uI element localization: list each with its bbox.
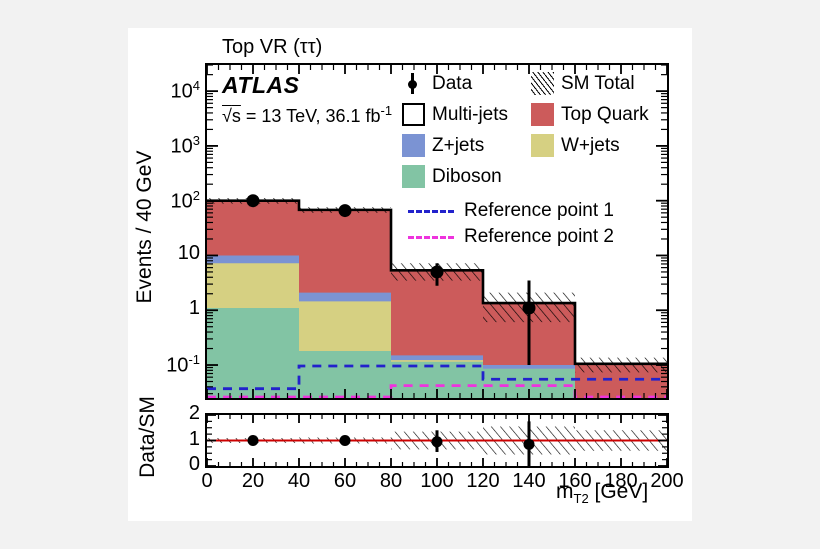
x-tick-label: 0	[201, 470, 213, 492]
y-tick-label: 1	[188, 297, 200, 320]
x-axis-title-main: m	[556, 480, 574, 503]
legend-row: Z+jets W+jets	[402, 130, 660, 161]
lumi-text: = 13 TeV, 36.1 fb	[245, 106, 381, 126]
x-tick-label: 160	[558, 470, 592, 492]
main-plot-frame	[205, 63, 669, 400]
stack-layer-diboson	[207, 307, 667, 398]
x-tick-label: 140	[512, 470, 546, 492]
data-point-marker-icon	[402, 72, 425, 95]
data-point	[430, 265, 444, 279]
ratio-y-tick-label: 2	[188, 402, 200, 424]
ratio-y-tick-label: 1	[188, 427, 200, 450]
main-axis-ticks	[206, 64, 668, 398]
ref-1-line	[207, 364, 667, 391]
y-tick-label: 103	[170, 132, 200, 158]
legend-row: Data SM Total	[402, 68, 660, 99]
legend-row: Multi-jets Top Quark	[402, 99, 660, 130]
y-tick-label: 10-1	[166, 352, 200, 377]
legend-row: Diboson	[402, 161, 660, 192]
legend-label-data: Data	[432, 72, 473, 94]
ratio-y-axis-title-text: Data/SM	[136, 396, 159, 478]
y-tick-label: 10	[177, 242, 200, 265]
filled-swatch-icon	[531, 134, 554, 157]
lumi-sqrt-s: s	[231, 106, 241, 126]
legend-label-reference-2: Reference point 2	[464, 226, 614, 247]
legend-item-reference-2: Reference point 2	[402, 224, 660, 250]
legend-item-zjets: Z+jets	[402, 134, 531, 157]
ratio-axis-ticks	[206, 414, 668, 467]
x-axis-title: mT2 [GeV]	[556, 480, 648, 506]
legend-label-wjets: W+jets	[561, 134, 620, 156]
x-tick-label: 40	[287, 470, 311, 492]
hatched-swatch-icon	[531, 72, 554, 95]
lumi-exponent: -1	[380, 103, 393, 118]
legend-item-diboson: Diboson	[402, 165, 531, 188]
atlas-label: ATLAS	[222, 72, 300, 98]
x-tick-label: 120	[466, 470, 500, 492]
data-point	[246, 194, 260, 208]
legend-label-zjets: Z+jets	[432, 134, 485, 156]
open-swatch-icon	[402, 103, 425, 126]
data-point	[522, 301, 536, 315]
region-label: Top VR (ττ)	[222, 36, 323, 58]
filled-swatch-icon	[531, 103, 554, 126]
legend-item-data: Data	[402, 72, 531, 95]
x-tick-label: 200	[650, 470, 684, 492]
x-axis-title-unit: [GeV]	[588, 480, 649, 503]
legend-item-sm-total: SM Total	[531, 72, 660, 95]
data-point	[338, 204, 352, 218]
legend-item-reference-1: Reference point 1	[402, 198, 660, 224]
ratio-y-tick-label: 0	[188, 453, 200, 475]
legend-item-wjets: W+jets	[531, 134, 660, 157]
ratio-point	[339, 435, 351, 446]
x-tick-label: 60	[333, 470, 357, 492]
x-tick-label: 180	[604, 470, 638, 492]
x-tick-label: 80	[379, 470, 403, 492]
ratio-y-axis-title: Data/SM	[136, 352, 160, 522]
legend-label-sm-total: SM Total	[561, 72, 635, 94]
y-tick-label: 104	[170, 78, 200, 103]
filled-swatch-icon	[402, 165, 425, 188]
legend-label-reference-1: Reference point 1	[464, 200, 614, 221]
legend: Data SM Total Multi-jets Top Quark Z+jet…	[402, 68, 660, 250]
ratio-point	[523, 438, 535, 450]
legend-label-topquark: Top Quark	[561, 103, 649, 125]
y-axis-title-text: Events / 40 GeV	[133, 150, 156, 304]
lumi-label: √s = 13 TeV, 36.1 fb-1	[222, 103, 393, 126]
x-axis-title-sub: T2	[573, 491, 589, 507]
ratio-point	[431, 436, 443, 448]
dashed-line-icon	[408, 209, 454, 213]
legend-label-multijets: Multi-jets	[432, 103, 509, 125]
filled-swatch-icon	[402, 134, 425, 157]
legend-item-topquark: Top Quark	[531, 103, 660, 126]
y-tick-label: 102	[170, 187, 200, 213]
x-tick-label: 100	[420, 470, 454, 492]
y-axis-title: Events / 40 GeV	[133, 77, 157, 377]
dashed-line-icon	[408, 235, 454, 239]
legend-label-diboson: Diboson	[432, 165, 502, 187]
ratio-point	[247, 435, 259, 446]
legend-item-multijets: Multi-jets	[402, 103, 531, 126]
x-tick-label: 20	[241, 470, 265, 492]
main-plot-svg	[207, 194, 667, 398]
